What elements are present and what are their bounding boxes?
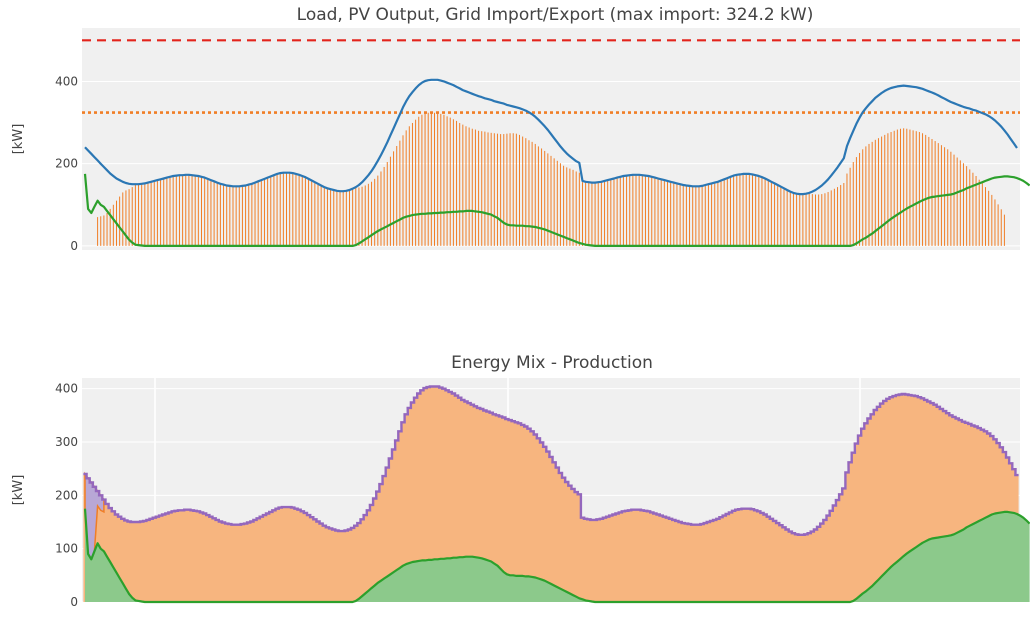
chart2-y-tick-label: 300 — [55, 435, 78, 449]
chart1-y-tick-label: 0 — [70, 239, 78, 253]
chart1-y-tick-label: 200 — [55, 157, 78, 171]
chart2-y-tick-label: 100 — [55, 542, 78, 556]
load-line — [84, 78, 1018, 196]
chart2-series — [83, 385, 1030, 604]
chart2-title: Energy Mix - Production — [451, 353, 653, 373]
chart2-y-tick-label: 0 — [70, 595, 78, 609]
chart2-y-tick-label: 200 — [55, 488, 78, 502]
pv-area — [85, 508, 1030, 602]
grid-import-area — [83, 386, 1019, 602]
chart1-y-tick-label: 400 — [55, 74, 78, 88]
pv-area-edge — [83, 508, 1030, 604]
chart1-title: Load, PV Output, Grid Import/Export (max… — [297, 5, 814, 25]
chart2-y-label: [kW] — [11, 475, 26, 506]
chart1-y-label: [kW] — [11, 124, 26, 155]
chart1-series — [82, 39, 1030, 247]
pv-output-line — [83, 173, 1030, 247]
chart1-y-ticks: 0 200 400 — [55, 74, 78, 252]
total-production-outline — [83, 385, 1019, 536]
chart2-y-tick-label: 400 — [55, 382, 78, 396]
chart2-y-ticks: 0 100 200 300 400 — [55, 382, 78, 609]
